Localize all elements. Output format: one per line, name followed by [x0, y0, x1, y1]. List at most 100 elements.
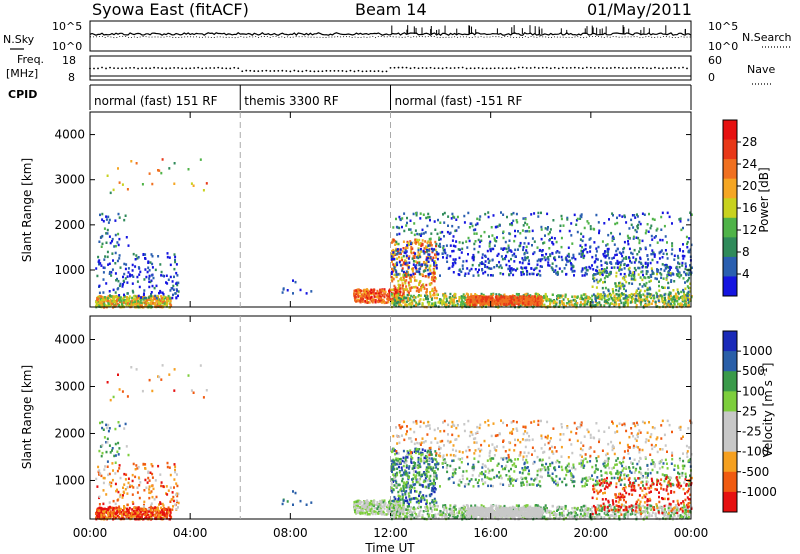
freq-point	[609, 67, 612, 69]
data-cell	[146, 510, 148, 514]
data-cell	[136, 257, 139, 260]
data-cell	[397, 296, 400, 300]
data-cell	[623, 292, 625, 296]
data-cell	[105, 510, 108, 514]
data-cell	[690, 266, 693, 269]
data-cell	[532, 299, 535, 303]
data-cell	[388, 503, 391, 506]
data-cell	[112, 300, 115, 303]
data-cell	[99, 300, 101, 303]
data-cell	[550, 236, 553, 239]
data-cell	[126, 296, 128, 299]
freq-point	[117, 67, 119, 70]
data-cell	[653, 236, 656, 239]
data-cell	[461, 267, 464, 270]
data-cell	[177, 492, 180, 496]
data-cell	[127, 477, 130, 480]
data-cell	[651, 217, 654, 221]
data-cell	[524, 230, 527, 233]
data-cell	[473, 232, 476, 235]
data-cell	[548, 247, 551, 250]
data-cell	[580, 294, 583, 297]
data-cell	[492, 274, 494, 277]
data-cell	[509, 296, 512, 299]
data-cell	[151, 284, 154, 288]
data-cell	[631, 252, 634, 256]
data-cell	[112, 499, 115, 503]
data-cell	[389, 298, 392, 301]
data-cell	[415, 212, 418, 215]
data-cell	[451, 224, 454, 228]
data-cell	[667, 297, 670, 300]
colorbar-swatch	[723, 139, 737, 160]
data-cell	[147, 301, 150, 305]
data-cell	[154, 479, 157, 482]
data-cell	[596, 303, 599, 307]
data-cell	[414, 252, 417, 255]
freq-point	[662, 67, 664, 70]
data-cell	[131, 484, 134, 488]
data-cell	[111, 268, 114, 271]
data-cell	[364, 500, 367, 503]
data-cell	[165, 485, 168, 488]
data-cell	[398, 261, 401, 264]
data-cell	[192, 184, 195, 187]
data-cell	[124, 214, 127, 217]
data-cell	[629, 296, 632, 299]
data-cell	[599, 273, 601, 276]
data-cell	[101, 234, 104, 238]
data-cell	[125, 263, 128, 266]
data-cell	[540, 228, 543, 231]
data-cell	[356, 288, 359, 291]
data-cell	[449, 302, 451, 305]
data-cell	[167, 294, 170, 298]
data-cell	[398, 285, 400, 288]
data-cell	[506, 298, 509, 302]
data-cell	[439, 221, 442, 224]
data-cell	[123, 293, 125, 297]
data-cell	[498, 293, 501, 296]
data-cell	[374, 510, 377, 514]
data-cell	[507, 295, 510, 299]
data-cell	[111, 302, 114, 306]
data-cell	[581, 268, 584, 272]
data-cell	[419, 234, 422, 237]
data-cell	[410, 245, 413, 249]
data-cell	[151, 476, 154, 479]
data-cell	[680, 228, 683, 232]
data-cell	[473, 301, 476, 305]
data-cell	[135, 254, 138, 257]
data-cell	[667, 286, 669, 290]
data-cell	[310, 290, 313, 293]
data-cell	[671, 304, 674, 307]
data-cell	[453, 294, 456, 297]
data-cell	[156, 514, 159, 517]
data-cell	[573, 299, 576, 302]
data-cell	[644, 246, 647, 249]
data-cell	[669, 265, 671, 269]
data-cell	[479, 296, 482, 299]
data-cell	[119, 282, 122, 286]
data-cell	[427, 240, 430, 243]
data-cell	[607, 302, 610, 305]
data-cell	[154, 506, 157, 509]
data-cell	[610, 262, 613, 265]
data-cell	[598, 231, 600, 235]
data-cell	[487, 273, 490, 277]
data-cell	[404, 249, 407, 252]
data-cell	[153, 506, 156, 510]
data-cell	[628, 294, 631, 297]
data-cell	[103, 266, 106, 270]
data-cell	[359, 300, 362, 303]
data-cell	[433, 279, 436, 283]
data-cell	[153, 498, 156, 501]
data-cell	[426, 300, 429, 304]
data-cell	[98, 515, 101, 519]
data-cell	[392, 270, 395, 273]
data-cell	[358, 298, 361, 302]
freq-point	[678, 67, 680, 69]
data-cell	[650, 279, 652, 283]
data-cell	[688, 237, 691, 240]
freq-point	[125, 67, 127, 70]
data-cell	[98, 469, 101, 472]
